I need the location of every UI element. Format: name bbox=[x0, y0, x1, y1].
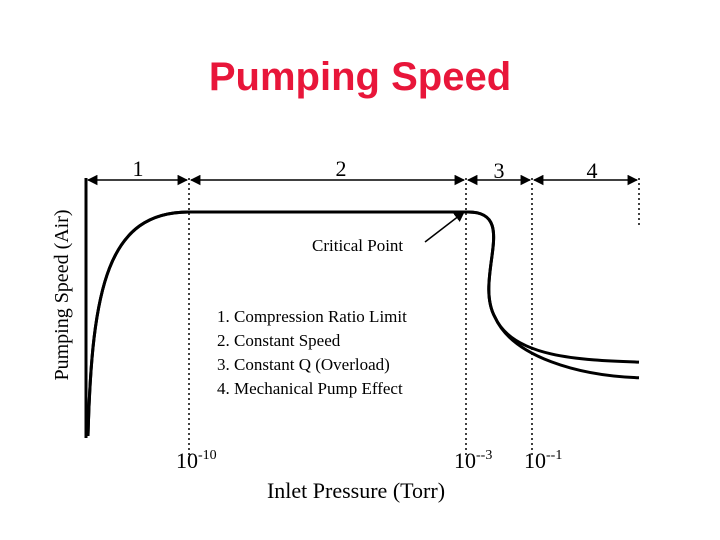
critical-point-label: Critical Point bbox=[312, 236, 403, 255]
legend-item-3: 3. Constant Q (Overload) bbox=[217, 355, 390, 374]
x-tick-1e-1: 10--1 bbox=[524, 448, 562, 473]
critical-point-arrow bbox=[424, 211, 465, 243]
zone-label-2: 2 bbox=[336, 156, 347, 181]
zone-label-4: 4 bbox=[587, 158, 598, 183]
legend-item-1: 1. Compression Ratio Limit bbox=[217, 307, 407, 326]
legend-item-4: 4. Mechanical Pump Effect bbox=[217, 379, 403, 398]
chart-title: Pumping Speed bbox=[209, 55, 511, 99]
zone-label-3: 3 bbox=[494, 158, 505, 183]
legend-item-2: 2. Constant Speed bbox=[217, 331, 341, 350]
curve-lower-branch bbox=[86, 210, 640, 437]
zone-label-1: 1 bbox=[133, 156, 144, 181]
x-tick-1e-10: 10-10 bbox=[176, 448, 217, 473]
y-axis-label: Pumping Speed (Air) bbox=[51, 209, 73, 380]
x-tick-1e-3: 10--3 bbox=[454, 448, 492, 473]
x-axis-label: Inlet Pressure (Torr) bbox=[267, 478, 445, 503]
